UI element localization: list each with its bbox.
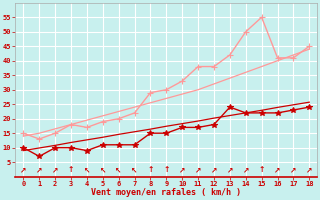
Text: ↗: ↗ — [243, 165, 249, 174]
Text: ↗: ↗ — [179, 165, 185, 174]
Text: ↑: ↑ — [68, 165, 74, 174]
Text: ↖: ↖ — [116, 165, 122, 174]
Text: ↗: ↗ — [20, 165, 27, 174]
Text: ↑: ↑ — [163, 165, 170, 174]
Text: ↗: ↗ — [227, 165, 233, 174]
Text: ↗: ↗ — [36, 165, 43, 174]
Text: ↗: ↗ — [290, 165, 297, 174]
Text: ↑: ↑ — [259, 165, 265, 174]
Text: ↗: ↗ — [274, 165, 281, 174]
Text: ↖: ↖ — [100, 165, 106, 174]
Text: ↗: ↗ — [195, 165, 201, 174]
Text: ↗: ↗ — [306, 165, 312, 174]
Text: ↗: ↗ — [52, 165, 58, 174]
Text: ↗: ↗ — [211, 165, 217, 174]
Text: ↖: ↖ — [84, 165, 90, 174]
X-axis label: Vent moyen/en rafales ( km/h ): Vent moyen/en rafales ( km/h ) — [91, 188, 241, 197]
Text: ↑: ↑ — [147, 165, 154, 174]
Text: ↖: ↖ — [132, 165, 138, 174]
